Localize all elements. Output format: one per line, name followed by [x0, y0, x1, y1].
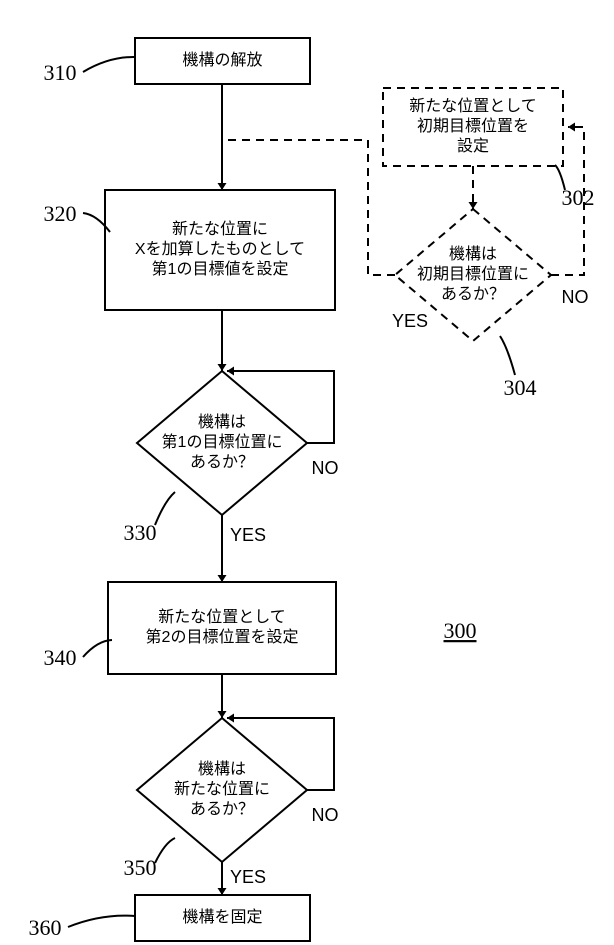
ref-leader — [155, 838, 175, 863]
node-text: 新たな位置として — [158, 608, 286, 626]
ref-leader — [555, 165, 565, 190]
ref-leader — [68, 916, 135, 927]
node-text: 機構は — [198, 760, 246, 778]
ref-label: 304 — [504, 375, 537, 400]
node-text: あるか？ — [441, 285, 505, 303]
figure-ref: 300 — [444, 618, 477, 643]
node-text: 第2の目標位置を設定 — [146, 628, 299, 646]
node-text: 機構の解放 — [182, 51, 262, 69]
node-n302: 新たな位置として初期目標位置を設定 — [383, 88, 563, 166]
ref-leader — [500, 336, 515, 375]
ref-label: 360 — [29, 915, 62, 940]
ref-leader — [155, 492, 175, 525]
node-text: 機構は — [449, 245, 497, 263]
node-text: あるか？ — [190, 800, 254, 818]
node-text: 新たな位置に — [172, 220, 268, 238]
ref-label: 330 — [124, 520, 157, 545]
node-text: 第1の目標値を設定 — [152, 260, 289, 278]
ref-label: 302 — [562, 185, 595, 210]
node-text: 新たな位置に — [174, 780, 270, 798]
node-text: 機構を固定 — [182, 908, 262, 926]
node-n310: 機構の解放 — [135, 38, 310, 84]
flowchart-canvas: 機構の解放新たな位置にXを加算したものとして第1の目標値を設定機構は第1の目標位… — [0, 0, 614, 945]
node-n330: 機構は第1の目標位置にあるか？ — [137, 371, 307, 515]
node-text: 初期目標位置に — [417, 265, 529, 283]
ref-label: 340 — [44, 645, 77, 670]
node-text: 機構は — [198, 413, 246, 431]
node-text: あるか？ — [190, 453, 254, 471]
node-text: Xを加算したものとして — [135, 239, 305, 258]
node-text: 設定 — [457, 137, 489, 155]
edge-label: YES — [392, 311, 428, 331]
ref-label: 350 — [124, 855, 157, 880]
node-text: 初期目標位置を — [417, 117, 529, 135]
edge-label: NO — [562, 287, 589, 307]
ref-leader — [83, 57, 135, 72]
node-n350: 機構は新たな位置にあるか？ — [137, 718, 307, 862]
node-text: 新たな位置として — [409, 97, 537, 115]
edge-label: YES — [230, 867, 266, 887]
ref-label: 320 — [44, 201, 77, 226]
node-n320: 新たな位置にXを加算したものとして第1の目標値を設定 — [105, 190, 335, 310]
edge-label: NO — [312, 805, 339, 825]
node-n360: 機構を固定 — [135, 895, 310, 941]
node-n340: 新たな位置として第2の目標位置を設定 — [108, 582, 336, 674]
edge-label: NO — [312, 458, 339, 478]
ref-label: 310 — [44, 60, 77, 85]
node-text: 第1の目標位置に — [162, 433, 283, 451]
edge-label: YES — [230, 525, 266, 545]
